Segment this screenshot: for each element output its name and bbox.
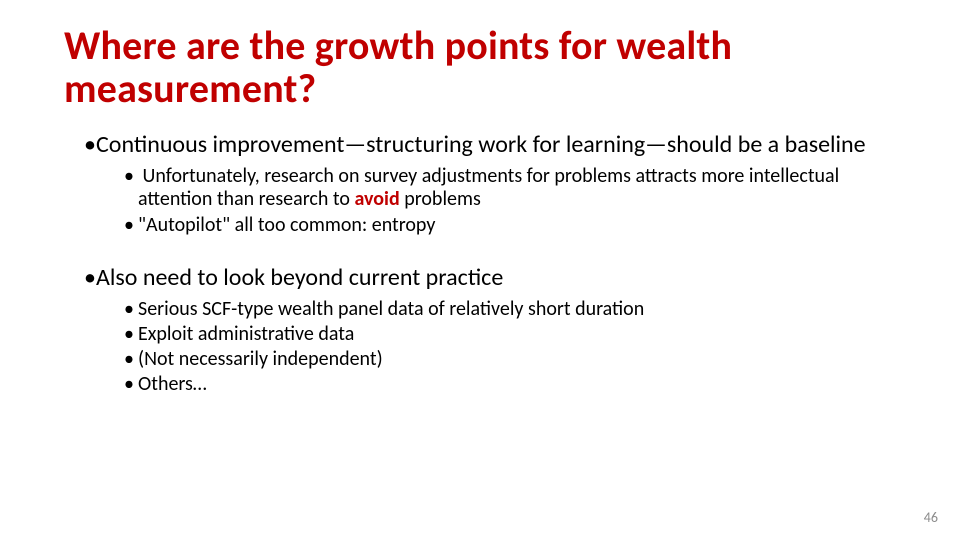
bullet-sub-group: Serious SCF-type wealth panel data of re… (84, 298, 896, 397)
bullet-lvl2: Others… (124, 373, 896, 396)
slide: Where are the growth points for wealth m… (0, 0, 960, 540)
bullet-sub-group: Unfortunately, research on survey adjust… (84, 165, 896, 237)
bullet-lvl2: Serious SCF-type wealth panel data of re… (124, 298, 896, 321)
bullet-lvl2: Unfortunately, research on survey adjust… (124, 165, 896, 211)
bullet-text-pre: Unfortunately, research on survey adjust… (138, 164, 839, 211)
bullet-lvl1: Continuous improvement—structuring work … (84, 132, 896, 159)
bullet-emph: avoid (354, 187, 399, 211)
bullet-text-post: problems (400, 187, 481, 211)
slide-body: Continuous improvement—structuring work … (64, 132, 896, 396)
bullet-lvl2: "Autopilot" all too common: entropy (124, 214, 896, 237)
bullet-lvl1: Also need to look beyond current practic… (84, 265, 896, 292)
slide-title: Where are the growth points for wealth m… (64, 24, 896, 110)
bullet-lvl2: (Not necessarily independent) (124, 348, 896, 371)
bullet-lvl2: Exploit administrative data (124, 323, 896, 346)
page-number: 46 (924, 509, 938, 526)
